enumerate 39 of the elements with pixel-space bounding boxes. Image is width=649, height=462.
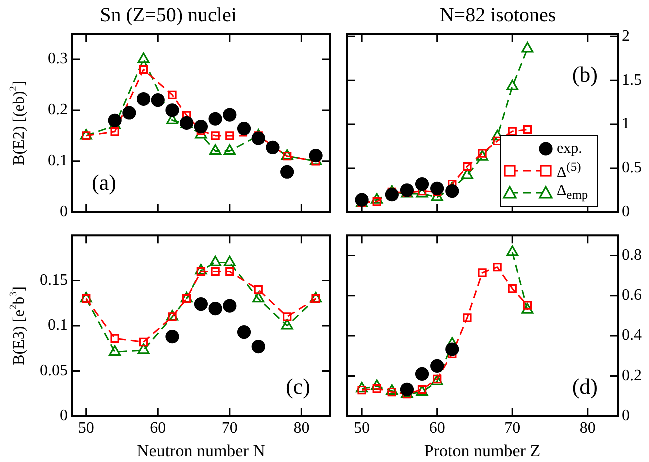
y2-tick-label: 0.6 <box>622 287 642 304</box>
y-axis-title: B(E2) [(eb)2] <box>8 80 28 166</box>
x-tick-label: 60 <box>429 420 446 438</box>
y-axis-title: B(E3) [e2b3] <box>8 286 28 366</box>
x-tick-label: 80 <box>294 420 310 438</box>
y2-tick-label: 1.5 <box>622 72 642 89</box>
chart-title: Sn (Z=50) nuclei <box>100 4 238 26</box>
x-tick-label: 70 <box>504 420 521 438</box>
y2-tick-label: 2 <box>622 28 630 45</box>
chart-title: N=82 isotones <box>440 4 556 26</box>
y-tick-label: 0 <box>60 204 68 221</box>
y2-tick-label: 1 <box>622 116 630 133</box>
y-tick-label: 0.1 <box>48 152 68 170</box>
x-tick-label: 50 <box>78 420 94 438</box>
annotation: (a) <box>92 170 116 196</box>
y-tick-label: 0.2 <box>48 102 68 119</box>
x-axis-title: Proton number Z <box>424 441 541 460</box>
annotation: (b) <box>572 62 598 87</box>
x-tick-label: 80 <box>580 420 596 438</box>
annotation: (d) <box>572 374 598 400</box>
x-axis-title: Neutron number N <box>136 441 266 460</box>
legend-label: Δ$_{emp}$ <box>557 183 588 204</box>
y2-tick-label: 0.5 <box>622 160 642 177</box>
y-tick-label: 0.1 <box>48 317 68 334</box>
y-tick-label: 0 <box>60 408 68 425</box>
y-tick-label: 0.15 <box>40 272 68 290</box>
x-tick-label: 50 <box>354 420 370 438</box>
y2-tick-label: 0 <box>622 204 630 221</box>
x-tick-label: 60 <box>150 420 166 438</box>
y-tick-label: 0.05 <box>40 362 68 380</box>
legend-label: Δ$^{(5)}$ <box>557 160 582 182</box>
x-tick-label: 70 <box>222 420 238 438</box>
legend-label: exp. <box>557 140 582 158</box>
y2-tick-label: 0.2 <box>622 367 642 384</box>
y2-tick-label: 0.4 <box>622 327 642 344</box>
annotation: (c) <box>286 374 310 400</box>
y2-tick-label: 0 <box>622 408 630 425</box>
y-tick-label: 0.3 <box>48 50 68 68</box>
y2-tick-label: 0.8 <box>622 246 642 264</box>
